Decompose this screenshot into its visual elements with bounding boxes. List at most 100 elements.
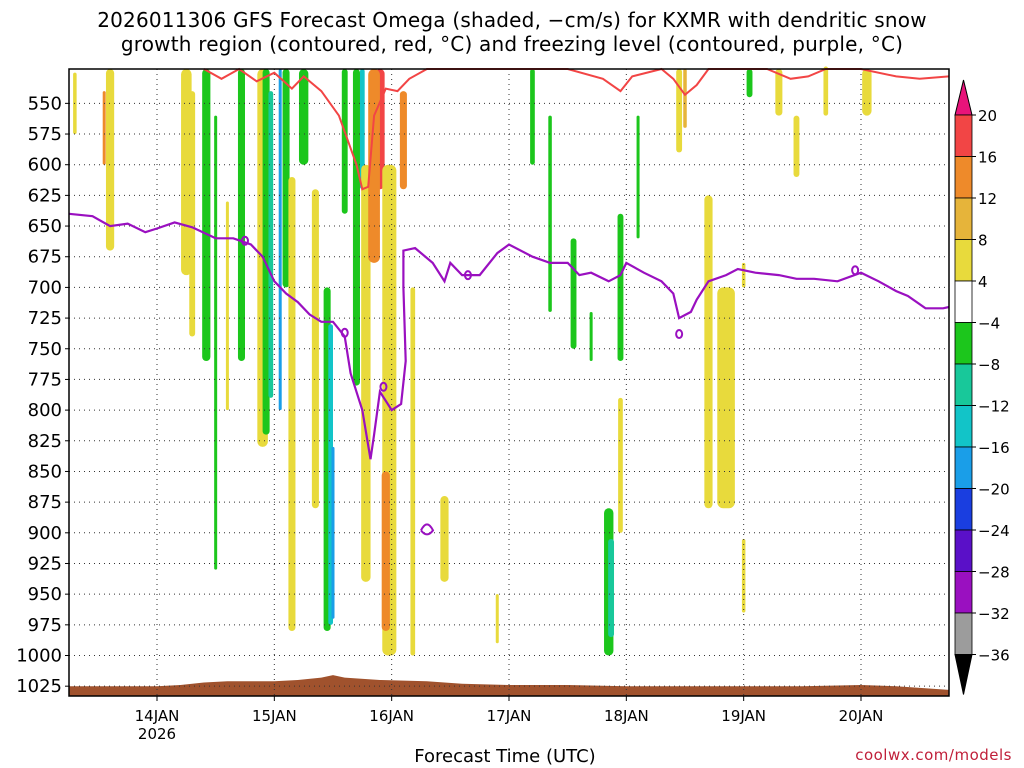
omega-shade-13 xyxy=(282,69,290,288)
colorbar-label-0: 20 xyxy=(978,107,997,125)
colorbar: 20 16 12 8 4 −4 −8 −12 −16 −20 −24 −28 −32 −36 xyxy=(954,79,1010,695)
y-axis: 550 575 600 625 650 675 700 725 750 775 800 825 850 8… xyxy=(16,93,69,697)
omega-shade-21 xyxy=(352,69,360,386)
omega-shade-42 xyxy=(683,69,687,128)
colorbar-label-2: 12 xyxy=(978,190,997,208)
chart-title-line-2: growth region (contoured, red, °C) and f… xyxy=(120,32,904,56)
x-tick-label-6: 20JAN xyxy=(839,707,884,725)
omega-shade-20 xyxy=(341,69,348,214)
freezing-level-loop xyxy=(420,523,435,536)
x-tick-label-4: 18JAN xyxy=(604,707,649,725)
colorbar-segment-1 xyxy=(954,114,973,157)
x-tick-year-label: 2026 xyxy=(138,725,176,743)
omega-shade-38 xyxy=(608,538,615,638)
omega-shade-8 xyxy=(237,69,245,362)
colorbar-segment-5 xyxy=(954,280,973,323)
freezing-level-contour xyxy=(68,212,950,460)
omega-shade-41 xyxy=(676,69,683,153)
freezing-level-ring-3 xyxy=(463,270,472,281)
x-tick-label-2: 16JAN xyxy=(369,707,414,725)
omega-shade-49 xyxy=(862,69,872,116)
y-tick-label-11: 825 xyxy=(28,431,62,452)
colorbar-segment-13 xyxy=(954,612,973,655)
x-axis: 14JAN 15JAN 16JAN 17JAN 18JAN 19JAN 20JAN 2026 xyxy=(135,696,884,743)
omega-shade-16 xyxy=(311,189,319,509)
colorbar-top-arrow xyxy=(954,79,973,116)
y-tick-label-7: 725 xyxy=(28,308,62,329)
omega-shade-48 xyxy=(823,66,829,116)
omega-shade-50 xyxy=(741,262,746,288)
omega-shade-47 xyxy=(793,115,800,177)
freezing-level-ring-2 xyxy=(379,381,388,392)
omega-shade-35 xyxy=(589,311,593,362)
omega-shade-2 xyxy=(105,69,115,251)
x-axis-label: Forecast Time (UTC) xyxy=(414,746,596,767)
freezing-level-ring-4 xyxy=(675,329,684,340)
omega-shade-1 xyxy=(102,91,106,165)
omega-shade-25 xyxy=(368,69,380,263)
omega-shade-19 xyxy=(331,446,335,619)
omega-shade-30 xyxy=(440,495,449,582)
x-tick-label-1: 15JAN xyxy=(252,707,297,725)
y-tick-label-12: 850 xyxy=(28,461,62,482)
colorbar-segment-2 xyxy=(954,156,973,199)
omega-shade-3 xyxy=(181,69,192,276)
y-tick-label-3: 625 xyxy=(28,185,62,206)
omega-shade-15 xyxy=(298,69,309,165)
colorbar-label-4: 4 xyxy=(978,273,988,291)
omega-shade-27 xyxy=(381,471,390,631)
y-tick-label-4: 650 xyxy=(28,216,62,237)
omega-shade-11 xyxy=(268,91,274,398)
colorbar-label-12: −32 xyxy=(978,605,1010,623)
omega-shading xyxy=(73,66,872,656)
surface-terrain xyxy=(69,675,949,696)
y-tick-label-13: 875 xyxy=(28,492,62,513)
omega-shade-34 xyxy=(570,238,577,349)
y-tick-label-18: 1000 xyxy=(16,646,62,667)
omega-shade-12 xyxy=(278,69,282,411)
omega-shade-29 xyxy=(410,287,416,656)
colorbar-segment-3 xyxy=(954,197,973,240)
x-tick-label-3: 17JAN xyxy=(487,707,532,725)
omega-shade-22 xyxy=(359,69,365,190)
omega-shade-39 xyxy=(618,397,623,533)
omega-shade-4 xyxy=(189,91,196,337)
colorbar-segment-12 xyxy=(954,571,973,614)
colorbar-label-10: −24 xyxy=(978,522,1010,540)
x-tick-label-0: 14JAN xyxy=(135,707,180,725)
y-tick-label-16: 950 xyxy=(28,584,62,605)
colorbar-label-1: 16 xyxy=(978,149,997,167)
y-tick-label-15: 925 xyxy=(28,553,62,574)
omega-shade-44 xyxy=(717,287,735,509)
source-credit[interactable]: coolwx.com/models xyxy=(855,746,1012,764)
colorbar-segment-11 xyxy=(954,529,973,572)
colorbar-label-6: −8 xyxy=(978,356,1000,374)
colorbar-segment-6 xyxy=(954,322,973,365)
y-tick-label-0: 550 xyxy=(28,93,62,114)
colorbar-label-8: −16 xyxy=(978,439,1010,457)
grid-lines xyxy=(69,69,949,696)
y-tick-label-1: 575 xyxy=(28,124,62,145)
colorbar-segment-9 xyxy=(954,446,973,489)
y-tick-label-17: 975 xyxy=(28,615,62,636)
y-tick-label-9: 775 xyxy=(28,369,62,390)
colorbar-label-13: −36 xyxy=(978,647,1010,665)
freezing-level-ring-0 xyxy=(241,235,249,246)
omega-shade-31 xyxy=(495,594,499,644)
omega-shade-14 xyxy=(288,176,296,631)
y-tick-label-14: 900 xyxy=(28,523,62,544)
x-tick-label-5: 19JAN xyxy=(721,707,766,725)
omega-shade-40 xyxy=(636,115,640,239)
colorbar-segment-4 xyxy=(954,239,973,282)
y-tick-label-5: 675 xyxy=(28,247,62,268)
omega-shade-33 xyxy=(548,115,552,312)
freezing-level-ring-1 xyxy=(340,327,349,338)
colorbar-segment-8 xyxy=(954,405,973,448)
omega-shade-6 xyxy=(214,115,218,570)
colorbar-segment-7 xyxy=(954,363,973,406)
colorbar-segment-10 xyxy=(954,488,973,531)
colorbar-label-11: −28 xyxy=(978,564,1010,582)
y-tick-label-19: 1025 xyxy=(16,676,62,697)
colorbar-label-5: −4 xyxy=(978,315,1000,333)
